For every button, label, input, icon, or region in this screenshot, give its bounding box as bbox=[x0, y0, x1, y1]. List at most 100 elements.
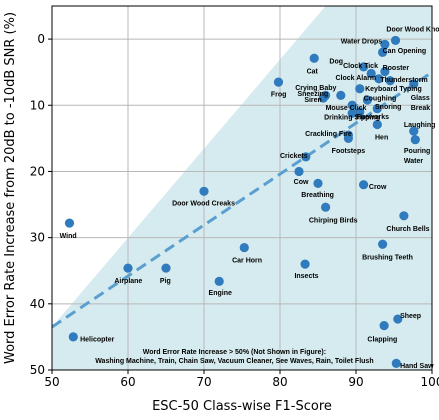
data-point bbox=[409, 126, 419, 136]
data-point bbox=[380, 66, 390, 77]
point-label: Keyboard Typing bbox=[365, 86, 422, 93]
data-point bbox=[347, 100, 357, 110]
x-axis-title: ESC-50 Class-wise F1-Score bbox=[152, 399, 332, 414]
data-point bbox=[123, 263, 133, 273]
point-label: Footsteps bbox=[332, 148, 366, 155]
trend-line-layer bbox=[52, 70, 432, 329]
data-point bbox=[318, 93, 328, 103]
point-label: Car Horn bbox=[232, 258, 262, 265]
point-label: Glass Break bbox=[411, 95, 431, 112]
data-point bbox=[359, 180, 369, 190]
x-tick-label: 70 bbox=[196, 375, 211, 389]
point-label: Engine bbox=[209, 290, 232, 297]
data-point bbox=[359, 62, 369, 72]
data-point bbox=[378, 239, 388, 249]
point-label: Clock Alarm bbox=[335, 75, 376, 82]
data-point bbox=[410, 135, 420, 145]
point-label: Dog bbox=[329, 58, 343, 65]
point-label: Cow bbox=[294, 179, 309, 186]
point-label: Coughing bbox=[364, 95, 397, 102]
point-label: Rooster bbox=[383, 65, 410, 72]
data-point bbox=[409, 79, 419, 89]
point-label: Clapping bbox=[367, 336, 397, 343]
data-point bbox=[161, 263, 171, 273]
data-point bbox=[372, 119, 382, 130]
note-line-1: Word Error Rate Increase > 50% (Not Show… bbox=[143, 349, 326, 356]
point-label: Laughing bbox=[404, 122, 436, 129]
point-label: Sheep bbox=[400, 313, 421, 320]
data-point bbox=[355, 84, 365, 94]
data-point bbox=[366, 68, 376, 79]
x-tick-label: 50 bbox=[44, 375, 59, 389]
data-point bbox=[390, 35, 401, 46]
data-point bbox=[64, 218, 75, 228]
point-label: Hand Saw bbox=[400, 363, 434, 370]
plot-frame bbox=[51, 5, 433, 371]
data-point bbox=[379, 321, 389, 331]
point-label: Pouring Water bbox=[404, 148, 430, 165]
note-line-2: Washing Machine, Train, Chain Saw, Vacuu… bbox=[95, 358, 373, 365]
point-label: Crickets bbox=[280, 153, 308, 160]
y-tick-label: 10 bbox=[30, 98, 45, 112]
data-point bbox=[313, 178, 323, 188]
y-tick-label: 0 bbox=[37, 32, 45, 46]
data-point bbox=[199, 186, 209, 196]
point-label: Pig bbox=[160, 278, 171, 285]
data-point bbox=[393, 314, 403, 324]
point-label: Crying Baby bbox=[295, 85, 336, 92]
data-point bbox=[300, 259, 310, 269]
point-label: Fireworks bbox=[356, 114, 389, 121]
point-label: Frog bbox=[271, 92, 287, 99]
y-tick-label: 50 bbox=[30, 363, 45, 377]
x-tick-label: 60 bbox=[120, 375, 135, 389]
point-label: Siren bbox=[304, 97, 322, 104]
point-label: Hen bbox=[375, 135, 388, 142]
point-label: Church Bells bbox=[386, 226, 429, 233]
x-tick-label: 80 bbox=[272, 375, 287, 389]
data-point bbox=[399, 211, 409, 221]
data-point bbox=[391, 358, 401, 368]
trend-line bbox=[52, 70, 432, 329]
point-label: Can Opening bbox=[383, 48, 427, 55]
data-point bbox=[385, 76, 395, 86]
data-point bbox=[372, 103, 382, 114]
point-label: Cat bbox=[307, 68, 319, 75]
point-label: Door Wood Creaks bbox=[172, 201, 235, 208]
data-point bbox=[321, 202, 331, 212]
point-label: Mouse Click bbox=[326, 105, 367, 112]
point-label: Helicopter bbox=[80, 336, 115, 343]
point-label: Water Drops bbox=[341, 39, 382, 46]
data-point bbox=[214, 276, 224, 286]
y-axis-title: Word Error Rate Increase from 20dB to -1… bbox=[3, 12, 18, 364]
data-point bbox=[355, 107, 365, 117]
data-point bbox=[309, 53, 319, 63]
point-label: Crow bbox=[369, 184, 387, 191]
data-point bbox=[273, 77, 284, 87]
y-tick-label: 20 bbox=[30, 164, 45, 178]
data-point bbox=[239, 242, 249, 253]
y-tick-label: 30 bbox=[30, 231, 45, 245]
data-point bbox=[374, 74, 384, 84]
grid-layer bbox=[52, 6, 432, 370]
data-point bbox=[301, 152, 311, 162]
data-point bbox=[294, 166, 304, 177]
x-tick-label: 100 bbox=[421, 375, 439, 389]
data-point bbox=[378, 47, 388, 57]
points-layer bbox=[64, 35, 420, 368]
point-label: Brushing Teeth bbox=[362, 254, 413, 261]
point-label: Thunderstorm bbox=[380, 77, 427, 84]
point-label: Wind bbox=[60, 233, 77, 240]
point-label: Crackling Fire bbox=[305, 131, 352, 138]
point-label: Snoring bbox=[375, 104, 401, 111]
data-point bbox=[380, 39, 390, 49]
point-label: Airplane bbox=[114, 278, 142, 285]
data-point bbox=[343, 133, 353, 143]
note-layer: Word Error Rate Increase > 50% (Not Show… bbox=[95, 349, 373, 365]
data-point bbox=[336, 90, 346, 100]
ticks-layer: 50 60 70 80 90 100 0 10 20 30 40 50 bbox=[30, 32, 439, 389]
point-label: Sneezing bbox=[297, 91, 328, 98]
point-label: Clock Tick bbox=[343, 63, 378, 70]
data-point bbox=[68, 332, 78, 342]
